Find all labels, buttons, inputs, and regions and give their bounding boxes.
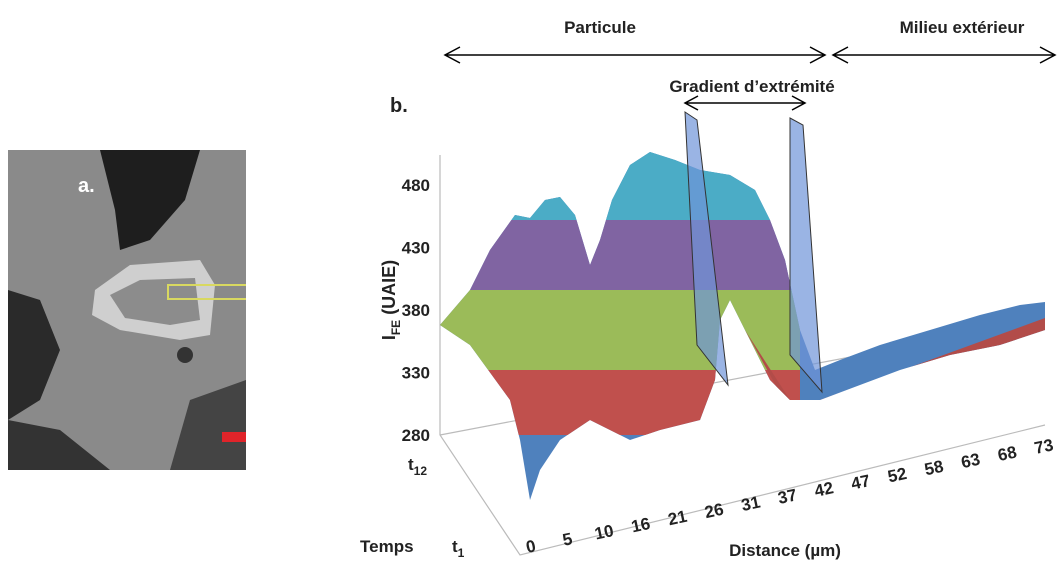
x-tick-label: 31 [739,493,761,516]
depth-back-main: t [408,455,414,474]
depth-front: t1 [452,537,465,560]
x-tick-label: 21 [666,507,688,530]
x-tick-label: 73 [1033,435,1055,458]
x-tick-label: 5 [561,529,574,550]
depth-front-sub: 1 [458,546,465,560]
x-tick-label: 37 [776,485,798,508]
y-title-rest: (UAIE) [379,260,399,320]
y-tick-label: 430 [402,239,430,258]
x-tick-label: 52 [886,464,908,487]
gradient-plane [789,117,823,394]
y-title-sub: FE [389,320,403,335]
x-tick-label: 47 [849,471,871,494]
x-tick-label: 63 [959,450,981,473]
depth-back-sub: 12 [414,464,428,478]
y-tick-label: 330 [402,364,430,383]
x-axis-title: Distance (µm) [729,541,841,560]
y-tick-label: 480 [402,176,430,195]
region-label: Milieu extérieur [900,18,1025,37]
micrograph [8,150,246,470]
depth-back: t12 [408,455,427,478]
y-tick-label: 280 [402,426,430,445]
arrows [443,46,1057,111]
x-tick-label: 68 [996,443,1018,466]
x-tick-label: 16 [630,514,652,537]
x-tick-label: 0 [524,536,537,557]
x-tick-label: 58 [923,457,945,480]
panel-label: a. [78,175,95,197]
depth-title: Temps [360,537,414,556]
y-tick-label: 380 [402,301,430,320]
depth-front-main: t [452,537,458,556]
surface [440,152,1045,500]
gradient-plane [684,111,729,387]
x-tick-label: 42 [813,478,835,501]
region-label: Particule [564,18,636,37]
panel-label: b. [390,95,408,117]
x-tick-label: 10 [593,521,615,544]
x-tick-label: 26 [703,500,725,523]
y-title-main: I [379,335,399,340]
y-axis-title: IFE (UAIE) [379,260,403,340]
gradient-label: Gradient d’extrémité [669,77,834,96]
